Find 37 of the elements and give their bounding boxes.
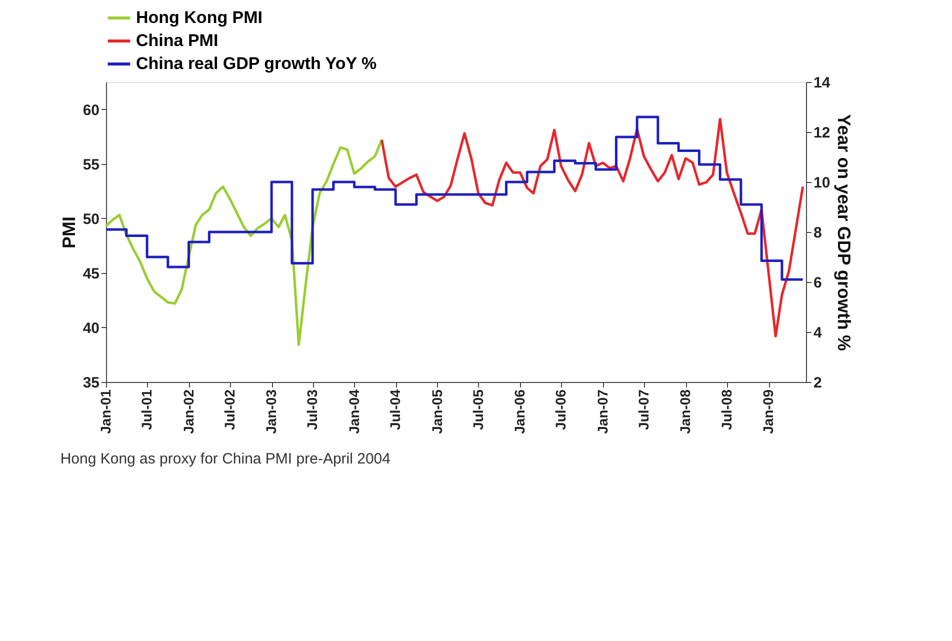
x-tick-label: Jan-01 <box>98 389 114 434</box>
legend-label: China real GDP growth YoY % <box>136 54 377 73</box>
y-axis-title: PMI <box>58 216 79 249</box>
legend-label: China PMI <box>136 31 218 50</box>
y2-tick-label: 6 <box>814 274 822 292</box>
y2-tick-label: 2 <box>814 374 822 392</box>
y-tick-label: 60 <box>82 102 100 119</box>
x-tick-label: Jan-03 <box>263 389 280 434</box>
x-tick-label: Jan-09 <box>760 389 776 434</box>
line-series <box>380 118 804 338</box>
x-tick-label: Jan-06 <box>512 389 528 434</box>
x-tick-label: Jul-01 <box>138 389 155 430</box>
x-tick-label: Jan-07 <box>594 389 610 434</box>
y2-tick-label: 12 <box>814 124 830 142</box>
x-tick-label: Jul-02 <box>221 389 238 430</box>
y2-tick-label: 8 <box>814 224 822 242</box>
x-tick-label: Jul-06 <box>552 389 569 430</box>
x-tick-label: Jul-07 <box>635 389 652 430</box>
y2-tick-label: 4 <box>814 324 822 342</box>
y-tick-label: 45 <box>82 265 100 282</box>
y-tick-label: 35 <box>82 374 100 392</box>
y-tick-label: 40 <box>82 320 100 337</box>
x-tick-label: Jul-03 <box>304 389 320 430</box>
y2-axis-title: Year on year GDP growth % <box>834 114 854 351</box>
x-tick-label: Jul-08 <box>718 389 734 430</box>
x-tick-label: Jan-08 <box>677 389 694 434</box>
x-tick-label: Jan-05 <box>428 389 445 434</box>
x-tick-label: Jul-05 <box>470 389 486 430</box>
x-tick-label: Jan-02 <box>180 389 196 434</box>
y-tick-label: 50 <box>82 210 100 228</box>
x-tick-label: Jul-04 <box>387 389 404 430</box>
y2-tick-label: 14 <box>814 74 831 92</box>
y2-tick-label: 10 <box>814 174 830 192</box>
x-tick-label: Jan-04 <box>346 389 362 434</box>
text: Hong Kong as proxy for China PMI pre-April 2004 <box>60 450 390 468</box>
y-tick-label: 55 <box>82 156 100 174</box>
legend-label: Hong Kong PMI <box>136 8 263 27</box>
